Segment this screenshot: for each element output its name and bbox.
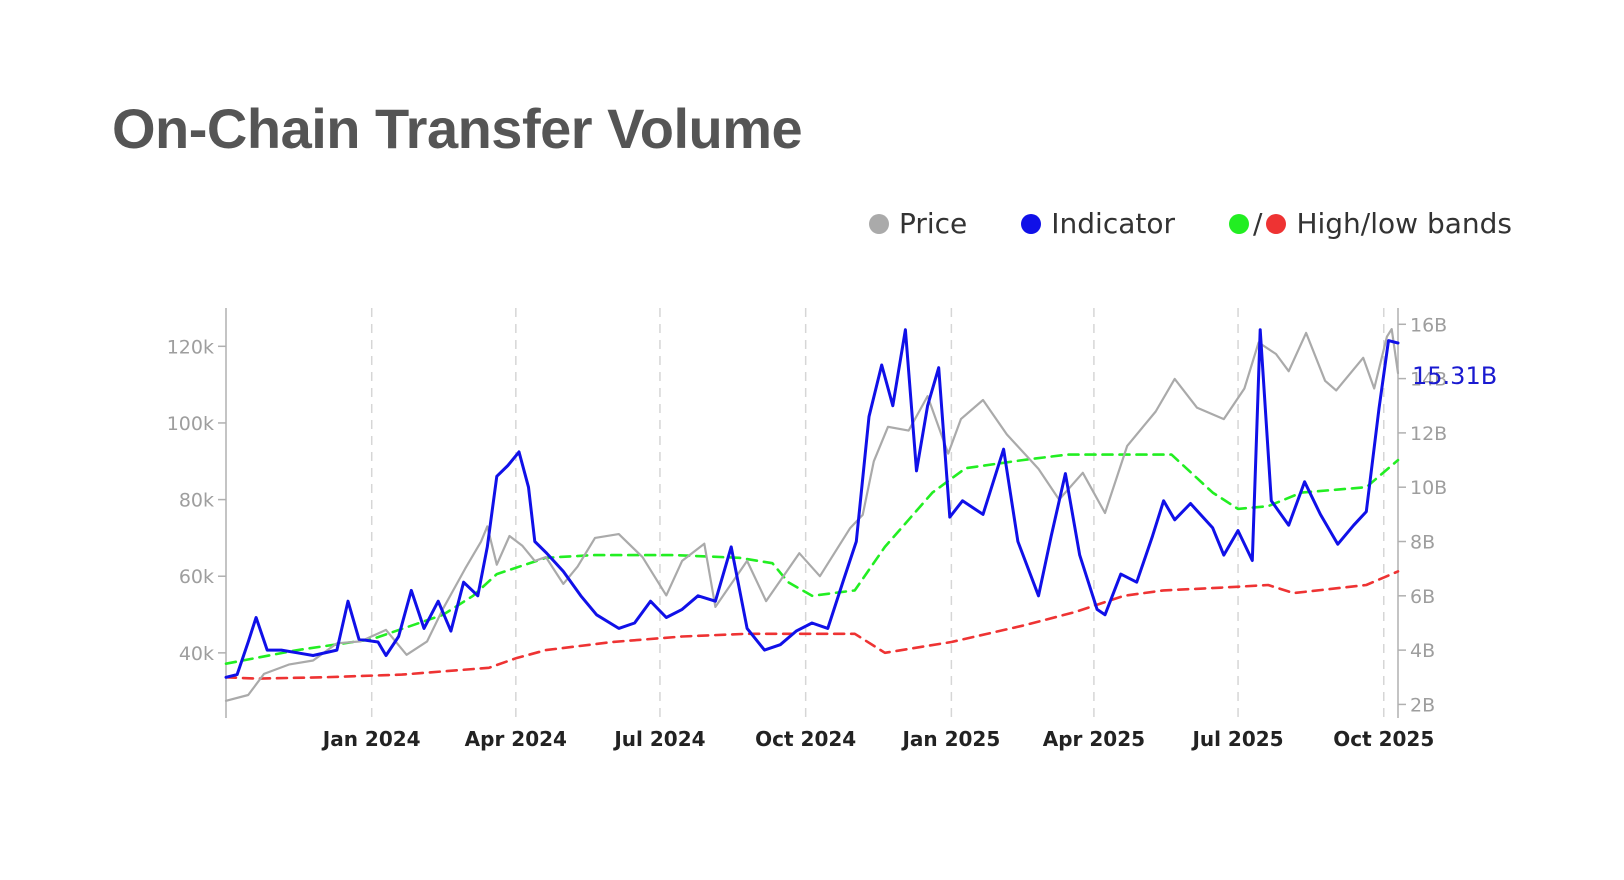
- x-tick-label: Oct 2025: [1333, 727, 1434, 751]
- x-tick-label: Jan 2024: [321, 727, 421, 751]
- legend-item-indicator: Indicator: [1021, 207, 1175, 240]
- legend-item-bands: / High/low bands: [1229, 207, 1512, 240]
- right-tick-label: 16B: [1410, 314, 1447, 336]
- chart-title: On-Chain Transfer Volume: [112, 97, 803, 160]
- high-band-dot-icon: [1229, 213, 1250, 234]
- x-tick-label: Apr 2024: [465, 727, 567, 751]
- x-tick-label: Jul 2025: [1190, 727, 1283, 751]
- right-tick-label: 10B: [1410, 477, 1447, 499]
- x-tick-label: Jul 2024: [612, 727, 705, 751]
- left-tick-label: 40k: [179, 643, 214, 665]
- right-tick-label: 8B: [1410, 532, 1435, 554]
- x-tick-label: Oct 2024: [755, 727, 856, 751]
- left-tick-label: 80k: [179, 490, 214, 512]
- right-tick-label: 4B: [1410, 640, 1435, 662]
- x-tick-label: Apr 2025: [1043, 727, 1145, 751]
- price-dot-icon: [868, 213, 889, 234]
- left-tick-label: 60k: [179, 566, 214, 588]
- left-tick-label: 100k: [167, 413, 214, 435]
- right-tick-label: 12B: [1410, 423, 1447, 445]
- left-tick-label: 120k: [167, 336, 214, 358]
- indicator-dot-icon: [1021, 213, 1042, 234]
- low-band-dot-icon: [1266, 213, 1287, 234]
- legend-label-bands: High/low bands: [1296, 207, 1512, 240]
- series-line-indicator: [224, 328, 1400, 679]
- legend-item-price: Price: [868, 207, 968, 240]
- x-tick-label: Jan 2025: [900, 727, 1000, 751]
- chart-legend: Price Indicator / High/low bands: [868, 207, 1512, 240]
- series-line-low-band: [224, 570, 1400, 680]
- right-tick-label: 14B: [1410, 369, 1447, 391]
- indicator-last-value-label: 15.31B: [1412, 362, 1497, 390]
- legend-label-price: Price: [898, 207, 968, 240]
- legend-band-separator: /: [1253, 207, 1263, 240]
- right-tick-label: 6B: [1410, 586, 1435, 608]
- series-line-high-band: [224, 453, 1400, 666]
- legend-label-indicator: Indicator: [1051, 207, 1176, 240]
- right-tick-label: 2B: [1410, 694, 1435, 716]
- series-line-price: [224, 328, 1400, 702]
